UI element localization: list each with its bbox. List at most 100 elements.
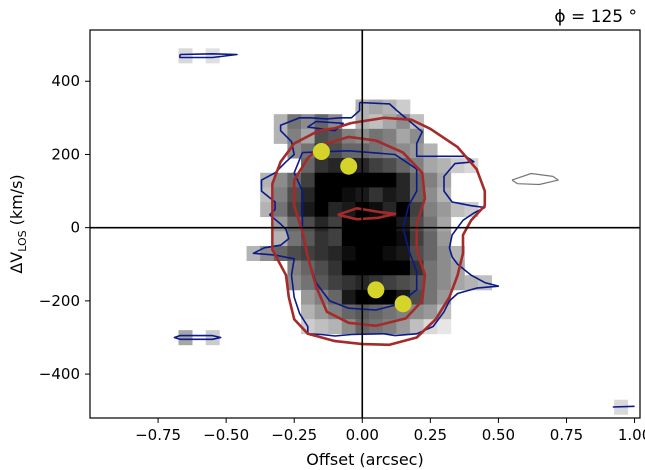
- pixel-cell: [315, 319, 329, 334]
- pixel-cell: [369, 158, 383, 173]
- pixel-cell: [315, 202, 329, 217]
- pixel-cell: [328, 187, 342, 202]
- pixel-cell: [301, 290, 315, 305]
- pixel-cell: [396, 231, 410, 246]
- pixel-cell: [369, 173, 383, 188]
- pixel-cell: [383, 275, 397, 290]
- pixel-cell: [328, 158, 342, 173]
- pixel-cell: [437, 231, 451, 246]
- blue-contour: [613, 406, 635, 407]
- pixel-cell: [383, 100, 397, 115]
- pixel-cell: [342, 173, 356, 188]
- pixel-cell: [328, 246, 342, 261]
- pixel-cell: [383, 231, 397, 246]
- pixel-cell: [383, 261, 397, 276]
- pixel-cell: [369, 305, 383, 320]
- pixel-cell: [274, 187, 288, 202]
- data-point: [313, 143, 330, 160]
- pixel-cell: [383, 173, 397, 188]
- pixel-cell: [369, 231, 383, 246]
- pixel-cell: [328, 319, 342, 334]
- pixel-cell: [437, 275, 451, 290]
- data-point: [395, 295, 412, 312]
- pixel-cell: [342, 261, 356, 276]
- pixel-cell: [424, 173, 438, 188]
- pixel-cell: [342, 275, 356, 290]
- pixel-cell: [287, 275, 301, 290]
- y-axis-label-main: ΔV: [7, 252, 26, 274]
- data-point: [340, 158, 357, 175]
- pixel-cell: [369, 100, 383, 115]
- pixel-cell: [342, 290, 356, 305]
- data-point: [367, 281, 384, 298]
- x-tick-label: 0.75: [550, 426, 583, 444]
- pixel-cell: [383, 158, 397, 173]
- x-tick-label: −0.50: [203, 426, 249, 444]
- pixel-cell: [383, 246, 397, 261]
- x-tick-label: 0.25: [414, 426, 447, 444]
- pixel-cell: [342, 187, 356, 202]
- pixel-cell: [396, 275, 410, 290]
- pixel-cell: [424, 290, 438, 305]
- x-tick-label: 0.50: [482, 426, 515, 444]
- pixel-cell: [328, 275, 342, 290]
- pixel-cell: [424, 231, 438, 246]
- pixel-cell: [315, 217, 329, 232]
- pixel-cell: [383, 114, 397, 129]
- pixel-cell: [369, 143, 383, 158]
- pixel-cell: [301, 173, 315, 188]
- y-tick-label: 200: [51, 145, 80, 163]
- gray-contour: [512, 174, 558, 185]
- x-tick-label: −0.75: [135, 426, 181, 444]
- y-tick-label: −400: [39, 365, 80, 383]
- pixel-cell: [328, 173, 342, 188]
- pixel-cell: [383, 290, 397, 305]
- pixel-cell: [437, 319, 451, 334]
- pixel-cell: [315, 187, 329, 202]
- pixel-cell: [206, 48, 220, 63]
- phi-annotation: ϕ = 125 °: [554, 7, 637, 27]
- pixel-cell: [315, 231, 329, 246]
- pixel-cell: [287, 261, 301, 276]
- pixel-cell: [396, 173, 410, 188]
- x-axis: −0.75 −0.50 −0.25 0.00 0.25 0.50 0.75 1.00: [135, 418, 645, 444]
- y-axis-label-unit: (km/s): [7, 174, 26, 225]
- pixel-cell: [424, 217, 438, 232]
- pixel-cell: [383, 187, 397, 202]
- pixel-cell: [178, 330, 192, 345]
- pixel-cell: [437, 217, 451, 232]
- pixel-cell: [369, 261, 383, 276]
- y-tick-label: −200: [39, 292, 80, 310]
- pixel-cell: [342, 231, 356, 246]
- pixel-cell: [424, 319, 438, 334]
- pixel-cell: [328, 231, 342, 246]
- pixel-cell: [369, 246, 383, 261]
- y-tick-label: 0: [70, 219, 80, 237]
- pixel-cell: [315, 246, 329, 261]
- pixel-cell: [424, 158, 438, 173]
- pixel-cell: [342, 246, 356, 261]
- pixel-cell: [396, 187, 410, 202]
- pixel-cell: [424, 246, 438, 261]
- pixel-cell: [328, 261, 342, 276]
- y-axis: −400 −200 0 200 400: [39, 72, 90, 383]
- x-tick-label: 1.00: [618, 426, 645, 444]
- y-tick-label: 400: [51, 72, 80, 90]
- pixel-cell: [437, 202, 451, 217]
- pixel-cell: [424, 202, 438, 217]
- pixel-cell: [383, 129, 397, 144]
- pixel-cell: [396, 129, 410, 144]
- x-tick-label: 0.00: [346, 426, 379, 444]
- y-axis-label: ΔVLOS (km/s): [7, 174, 29, 273]
- pixel-cell: [315, 261, 329, 276]
- y-axis-label-subscript: LOS: [16, 230, 29, 251]
- pixel-cell: [328, 217, 342, 232]
- pixel-cell: [315, 158, 329, 173]
- x-axis-label: Offset (arcsec): [306, 450, 423, 469]
- pixel-cell: [396, 261, 410, 276]
- pixel-cell: [315, 173, 329, 188]
- x-tick-label: −0.25: [271, 426, 317, 444]
- pixel-cell: [369, 114, 383, 129]
- pixel-cell: [301, 305, 315, 320]
